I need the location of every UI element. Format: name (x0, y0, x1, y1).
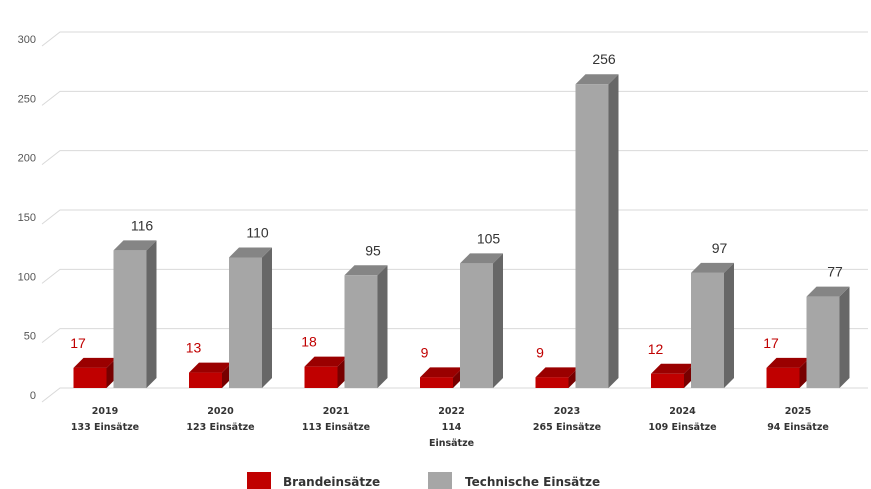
legend: Brandeinsätze Technische Einsätze (247, 472, 600, 489)
y-tick-label: 0 (30, 390, 36, 402)
bar-brand-0 (73, 357, 117, 388)
data-label: 116 (131, 217, 154, 233)
data-labels: 17 116 13 110 18 95 9 105 9 256 12 97 17 77 (70, 51, 843, 360)
y-tick-label: 300 (18, 34, 36, 46)
legend-label: Brandeinsätze (283, 475, 380, 489)
category-label: Einsätze (429, 438, 474, 449)
data-label: 256 (592, 51, 616, 67)
data-label: 18 (301, 334, 317, 350)
category-label: 133 Einsätze (71, 422, 139, 433)
data-label: 17 (70, 335, 86, 351)
bar-technisch-4 (575, 74, 619, 389)
category-label: 2024 (669, 406, 696, 417)
bar-brand-1 (189, 362, 232, 388)
category-label: 2020 (207, 406, 234, 417)
y-tick-label: 150 (18, 212, 36, 224)
bar-technisch-2 (344, 265, 388, 388)
legend-swatch (247, 472, 271, 489)
data-label: 9 (421, 344, 429, 360)
gridline (41, 150, 868, 166)
bar-technisch-1 (229, 247, 272, 388)
data-label: 97 (712, 240, 728, 256)
data-label: 77 (827, 264, 843, 280)
y-axis-ticks: 0 50 100 150 200 250 300 (18, 34, 36, 402)
category-label: 114 (442, 422, 462, 433)
category-label: 109 Einsätze (648, 422, 716, 433)
category-label: 123 Einsätze (186, 422, 254, 433)
y-tick-label: 50 (24, 331, 36, 343)
gridlines (41, 31, 868, 403)
data-label: 105 (477, 230, 501, 246)
category-label: 2019 (92, 406, 118, 417)
y-tick-label: 100 (18, 271, 36, 283)
gridline (41, 209, 868, 225)
bar-brand-6 (766, 357, 810, 388)
category-label: 2023 (554, 406, 580, 417)
data-label: 13 (186, 340, 202, 356)
data-label: 17 (763, 335, 779, 351)
data-label: 9 (536, 344, 544, 360)
gridline (41, 90, 868, 106)
gridline (41, 328, 868, 344)
data-label: 110 (246, 224, 269, 240)
gridline (41, 268, 868, 284)
y-tick-label: 200 (18, 153, 36, 165)
bars (73, 74, 850, 389)
data-label: 12 (648, 341, 664, 357)
category-label: 2021 (323, 406, 349, 417)
bar-brand-5 (651, 363, 694, 388)
category-label: 2022 (438, 406, 464, 417)
bar-technisch-3 (460, 253, 503, 388)
category-label: 265 Einsätze (533, 422, 601, 433)
category-label: 2025 (785, 406, 811, 417)
bar-technisch-6 (806, 286, 850, 388)
bar-brand-3 (420, 367, 463, 388)
category-label: 94 Einsätze (767, 422, 829, 433)
gridline (41, 387, 868, 403)
category-label: 113 Einsätze (302, 422, 370, 433)
x-axis-category-labels: 2019 133 Einsätze 2020 123 Einsätze 2021 113 … (71, 406, 829, 449)
data-label: 95 (365, 242, 381, 258)
legend-label: Technische Einsätze (465, 475, 600, 489)
bar-technisch-0 (113, 240, 157, 388)
legend-swatch (428, 472, 452, 489)
bar-brand-4 (535, 367, 579, 388)
y-tick-label: 250 (18, 93, 36, 105)
bar-brand-2 (304, 356, 348, 388)
bar-technisch-5 (691, 262, 734, 388)
gridline (41, 31, 868, 47)
